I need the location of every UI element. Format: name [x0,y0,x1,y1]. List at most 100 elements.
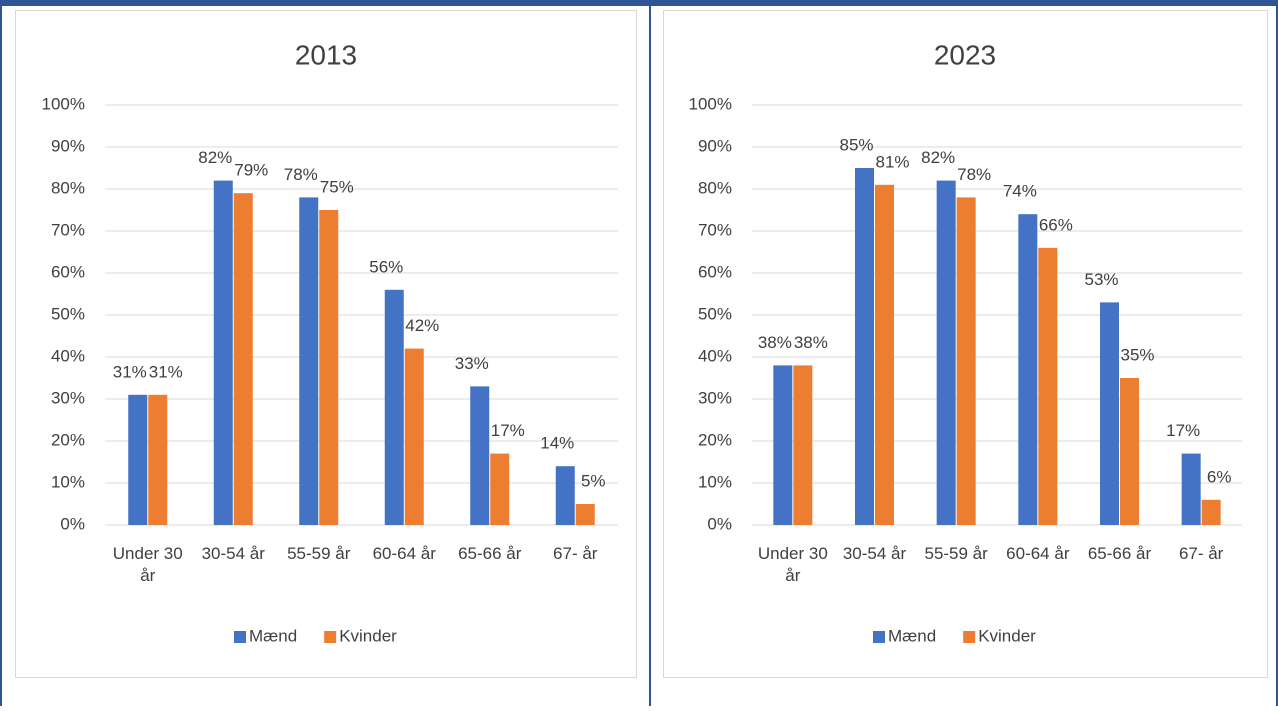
right-edge [1276,0,1278,706]
data-label: 17% [491,421,525,440]
bar [148,394,168,525]
x-tick-label: 67- år [553,544,598,563]
y-tick-label: 80% [698,178,732,197]
legend-swatch [873,631,885,643]
bar [575,504,595,525]
x-tick-label-box: 67- år [1178,544,1224,563]
x-tick-label-box: 65-66 år [458,544,521,563]
bar [213,180,233,525]
data-label: 74% [1003,182,1037,201]
data-label: 33% [455,354,489,373]
legend-label: Kvinder [978,626,1036,645]
x-tick-label-box: 55-59 år [924,544,988,563]
y-tick-label: 30% [698,388,732,407]
legend-swatch [234,631,246,643]
legend-label: Mænd [249,626,297,645]
y-tick-label: 90% [51,136,85,155]
bar [555,466,575,525]
data-label: 38% [758,333,792,352]
bar [128,394,148,525]
y-tick-label: 80% [51,178,85,197]
y-tick-label: 10% [51,472,85,491]
data-label: 85% [839,135,873,154]
data-label: 17% [1166,421,1200,440]
bar [875,184,894,526]
y-tick-label: 20% [51,430,85,449]
y-tick-label: 10% [698,472,732,491]
data-label: 5% [581,471,606,490]
chart-title: 2013 [295,39,357,70]
x-tick-label: Under 30 år [757,544,828,585]
y-tick-label: 20% [698,430,732,449]
chart-frame [15,10,637,678]
legend-label: Kvinder [339,626,397,645]
chart-title: 2023 [934,39,996,70]
y-tick-label: 100% [42,94,85,113]
data-label: 82% [921,148,955,167]
x-tick-label-box: 60-64 år [1006,544,1070,563]
data-label: 6% [1207,467,1232,486]
bar [793,365,813,525]
x-tick-label-box: Under 30 år [112,544,183,585]
bar [1181,453,1201,525]
x-tick-label-box: 65-66 år [1088,544,1151,563]
y-tick-label: 40% [51,346,85,365]
x-tick-label: 67- år [1178,544,1224,563]
y-tick-label: 0% [707,514,732,533]
x-tick-label-box: 30-54 år [201,544,265,563]
left-edge [0,0,2,706]
bar [773,365,793,525]
data-label: 79% [234,161,268,180]
y-tick-label: 60% [51,262,85,281]
legend-swatch [963,631,976,643]
x-tick-label: 60-64 år [1006,544,1070,563]
bar [855,168,874,525]
x-tick-label: Under 30 år [112,544,183,585]
y-tick-label: 70% [51,220,85,239]
x-tick-label-box: 30-54 år [842,544,907,563]
data-label: 78% [957,165,991,184]
data-label: 31% [149,362,183,381]
y-tick-label: 50% [51,304,85,323]
data-label: 53% [1084,270,1118,289]
x-tick-label: 30-54 år [201,544,265,563]
legend-label: Mænd [888,626,936,645]
x-tick-label-box: 55-59 år [287,544,350,563]
x-tick-label-box: Under 30 år [757,544,828,585]
data-label: 35% [1120,345,1154,364]
data-label: 56% [369,257,403,276]
bar [470,386,490,525]
x-tick-label-box: 60-64 år [372,544,436,563]
bar [1120,378,1139,525]
bar [404,348,424,525]
bar [384,289,404,525]
y-tick-label: 50% [698,304,732,323]
bar [956,197,976,525]
x-tick-label: 30-54 år [842,544,907,563]
x-tick-label-box: 67- år [553,544,598,563]
chart-frame [663,10,1268,678]
y-tick-label: 40% [698,346,732,365]
x-tick-label: 55-59 år [924,544,988,563]
bar [299,197,319,525]
data-label: 82% [198,148,232,167]
data-label: 81% [875,152,909,171]
data-label: 66% [1039,215,1073,234]
y-tick-label: 0% [60,514,85,533]
data-label: 31% [113,362,147,381]
y-tick-label: 100% [689,94,732,113]
bar [233,193,253,525]
y-tick-label: 90% [698,136,732,155]
divider [649,0,651,706]
bar [1100,302,1119,525]
bar [1201,499,1221,525]
x-tick-label: 60-64 år [372,544,436,563]
bar [490,453,510,525]
y-tick-label: 60% [698,262,732,281]
data-label: 75% [320,177,354,196]
y-tick-label: 70% [698,220,732,239]
bar [1038,247,1058,526]
data-label: 14% [540,434,574,453]
bar [936,180,956,525]
